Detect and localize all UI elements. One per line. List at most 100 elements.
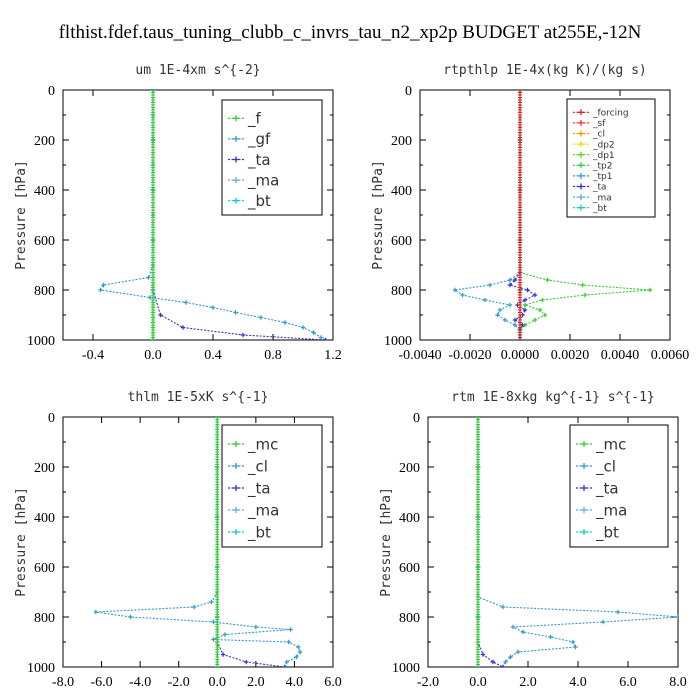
y-tick-label: 0	[48, 411, 55, 426]
x-tick-label: -0.0040	[398, 348, 441, 363]
legend-marker	[233, 135, 239, 142]
data-point	[294, 654, 299, 660]
data-point	[258, 315, 264, 320]
legend-label: _f	[247, 110, 262, 129]
x-tick-label: 0.0040	[601, 348, 640, 363]
legend-label: _ta	[595, 479, 619, 498]
data-point	[508, 654, 513, 660]
data-point	[282, 664, 287, 667]
data-point	[180, 325, 186, 330]
y-tick-label: 1000	[27, 661, 55, 676]
data-point	[183, 300, 189, 305]
data-point	[300, 325, 306, 330]
data-point	[487, 282, 493, 288]
legend-marker	[578, 194, 584, 201]
y-tick-label: 1000	[27, 334, 55, 349]
legend-marker	[581, 529, 587, 535]
y-tick-label: 600	[399, 561, 420, 576]
level-marker	[476, 665, 480, 667]
series-line-ta	[508, 90, 537, 340]
legend-marker	[233, 463, 239, 469]
data-point	[240, 332, 246, 338]
x-tick-label: 0.0020	[551, 348, 590, 363]
data-point	[497, 307, 503, 313]
y-tick-label: 400	[391, 184, 412, 199]
x-tick-label: 1.2	[324, 348, 342, 363]
panel-3: thlm 1E-5xK s^{-1} Pressure [hPa] 0 200 400 6…	[14, 390, 342, 690]
data-point	[647, 287, 653, 293]
data-point	[507, 302, 513, 308]
legend-label: _bt	[592, 204, 607, 214]
x-tick-label: -6.0	[90, 675, 112, 690]
y-tick-label: 400	[34, 511, 55, 526]
x-tick-label: -0.0020	[448, 348, 491, 363]
data-point	[512, 277, 518, 283]
legend-marker	[578, 183, 584, 190]
data-point	[480, 652, 486, 657]
legend-marker	[233, 485, 239, 491]
y-tick-label: 800	[399, 611, 420, 626]
legend-marker	[233, 177, 239, 184]
data-point	[222, 632, 228, 637]
data-point	[522, 307, 528, 313]
legend-marker	[581, 507, 587, 513]
y-tick-label: 200	[391, 134, 412, 149]
y-tick-label: 800	[391, 284, 412, 299]
data-point	[482, 297, 488, 303]
legend-label: _bt	[247, 192, 271, 211]
series-line-ta	[477, 417, 504, 667]
x-tick-label: 4.0	[286, 675, 304, 690]
x-tick-label: -2.0	[417, 675, 439, 690]
data-point	[582, 292, 588, 298]
y-tick-label: 400	[399, 511, 420, 526]
series-line-tp2	[519, 90, 651, 340]
x-tick-label: 0.0000	[501, 348, 540, 363]
data-point	[128, 614, 133, 620]
plot-area	[475, 417, 678, 667]
y-axis-label: Pressure [hPa]	[14, 487, 29, 597]
data-point	[507, 282, 513, 288]
legend-box	[569, 424, 669, 548]
data-point	[318, 335, 324, 340]
data-point	[282, 320, 288, 325]
x-tick-label: -2.0	[168, 675, 190, 690]
legend-label: _ma	[595, 501, 627, 520]
data-point	[93, 609, 98, 615]
data-point	[296, 644, 301, 650]
legend-label: _ta	[247, 151, 271, 170]
legend-label: _gf	[247, 130, 271, 149]
figure-title: flthist.fdef.taus_tuning_clubb_c_invrs_t…	[59, 22, 642, 43]
data-point	[570, 639, 576, 645]
data-point	[211, 637, 216, 642]
data-point	[548, 634, 553, 640]
legend-label: _ma	[247, 501, 279, 520]
data-point	[573, 644, 578, 650]
panel-1: um 1E-4xm s^{-2} Pressure [hPa] 0 200 400 600…	[14, 63, 342, 363]
x-tick-label: 0.0	[469, 675, 487, 690]
legend-label: _tp1	[592, 172, 612, 182]
y-tick-label: 1000	[384, 334, 412, 349]
x-tick-label: -8.0	[52, 675, 74, 690]
data-point	[211, 619, 216, 625]
legend-label: _ma	[592, 193, 612, 203]
legend-marker	[578, 119, 584, 126]
data-point	[286, 639, 291, 645]
data-point	[600, 619, 606, 625]
data-point	[244, 659, 249, 665]
data-point	[580, 282, 585, 288]
legend-marker	[578, 172, 584, 179]
legend: _forcing_sf_cl_dp2_dp1_tp2_tp1_ta_ma_bt	[566, 98, 656, 218]
legend-label: _ma	[247, 171, 279, 190]
y-axis-label: Pressure [hPa]	[14, 160, 29, 270]
y-tick-label: 0	[413, 411, 420, 426]
data-point	[233, 310, 238, 315]
x-tick-label: -0.4	[82, 348, 104, 363]
legend-marker	[581, 463, 587, 469]
legend-box	[221, 99, 323, 216]
x-tick-label: 0.0060	[651, 348, 690, 363]
data-point	[510, 624, 516, 630]
level-marker	[151, 338, 155, 340]
legend-label: _sf	[592, 119, 606, 129]
legend-label: _dp1	[592, 151, 615, 161]
data-point	[507, 277, 513, 283]
